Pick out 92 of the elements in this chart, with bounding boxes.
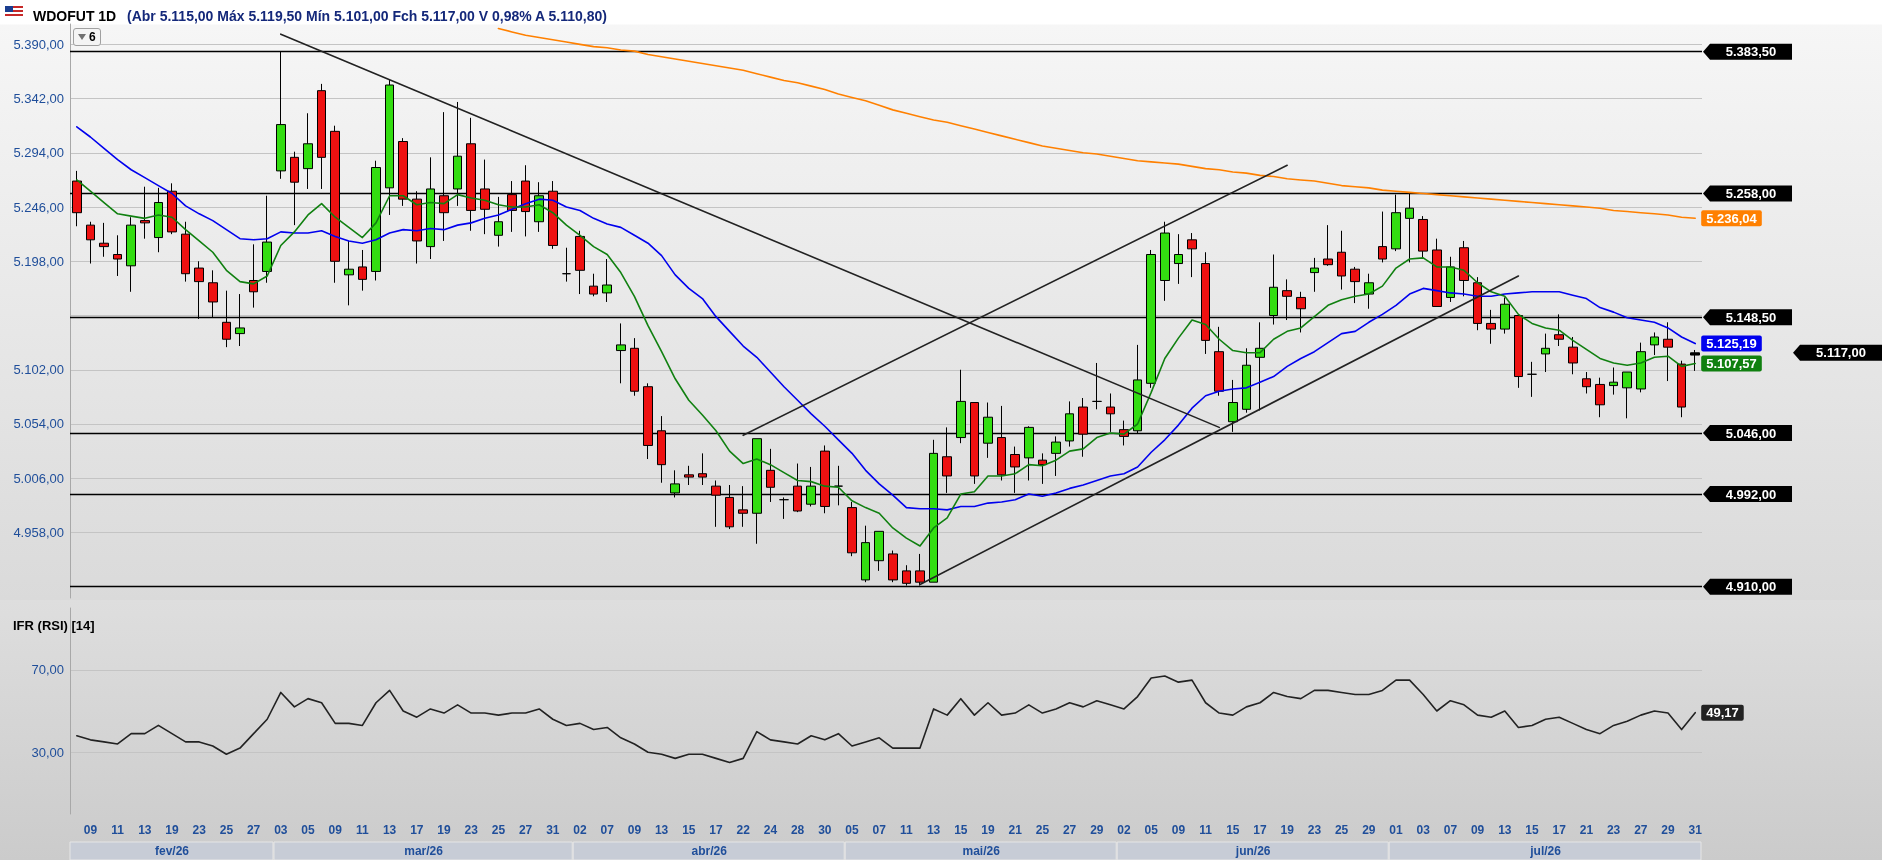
x-tick-label: 09 bbox=[627, 823, 642, 837]
y-tick-label: 5.390,00 bbox=[13, 36, 64, 52]
x-tick-label: 17 bbox=[410, 823, 424, 837]
x-tick-label: 17 bbox=[1552, 823, 1567, 837]
x-tick-label: 17 bbox=[1253, 823, 1267, 837]
x-tick-label: 07 bbox=[600, 823, 615, 837]
y-tick-label: 70,00 bbox=[31, 662, 64, 678]
x-tick-label: 23 bbox=[464, 823, 479, 837]
x-tick-label: 09 bbox=[328, 823, 343, 837]
x-tick-label: 09 bbox=[1470, 823, 1485, 837]
chart-title: WDOFUT 1D bbox=[33, 8, 117, 24]
y-tick-label: 5.198,00 bbox=[13, 253, 64, 269]
x-tick-label: 13 bbox=[1498, 823, 1512, 837]
x-tick-label: 21 bbox=[1008, 823, 1023, 837]
x-tick-label: 31 bbox=[546, 823, 560, 837]
x-tick-label: 23 bbox=[1307, 823, 1322, 837]
y-tick-label: 5.246,00 bbox=[13, 199, 64, 215]
x-tick-label: 22 bbox=[736, 823, 751, 837]
text: fev/26 bbox=[154, 844, 190, 858]
chart-subtitle: (Abr 5.115,00 Máx 5.119,50 Mín 5.101,00 Fch 5.117,00 V 0,98% A 5.110,80) bbox=[127, 8, 607, 24]
x-tick-label: 27 bbox=[246, 823, 261, 837]
x-tick-label: 15 bbox=[682, 823, 696, 837]
x-tick-label: 23 bbox=[1606, 823, 1621, 837]
x-tick-label: 03 bbox=[1416, 823, 1431, 837]
x-tick-label: 25 bbox=[1334, 823, 1349, 837]
x-tick-label: 07 bbox=[1443, 823, 1458, 837]
x-tick-label: 03 bbox=[274, 823, 288, 837]
y-tick-label: 5.006,00 bbox=[13, 470, 64, 486]
x-tick-label: 19 bbox=[437, 823, 451, 837]
y-tick-label: 30,00 bbox=[31, 744, 64, 760]
x-tick-label: 11 bbox=[1199, 823, 1213, 837]
y-tick-label: 5.102,00 bbox=[13, 362, 64, 378]
x-tick-label: 11 bbox=[111, 823, 125, 837]
x-tick-label: 29 bbox=[1661, 823, 1675, 837]
y-tick-label: 4.958,00 bbox=[13, 524, 64, 540]
data-label: 5.107,57 bbox=[1706, 355, 1757, 371]
x-tick-label: 05 bbox=[301, 823, 315, 837]
data-label: 5.236,04 bbox=[1706, 210, 1758, 226]
ref-line-label: 5.258,00 bbox=[1725, 185, 1777, 201]
x-tick-label: 27 bbox=[1062, 823, 1077, 837]
ref-line-label: 5.046,00 bbox=[1725, 425, 1777, 441]
x-tick-label: 15 bbox=[1525, 823, 1539, 837]
x-tick-label: 09 bbox=[1171, 823, 1186, 837]
text: jul/26 bbox=[1529, 844, 1562, 858]
x-tick-label: 24 bbox=[763, 823, 778, 837]
x-tick-label: 30 bbox=[818, 823, 832, 837]
text: abr/26 bbox=[691, 844, 728, 858]
x-tick-label: 01 bbox=[1389, 823, 1403, 837]
x-tick-label: 15 bbox=[954, 823, 968, 837]
x-tick-label: 25 bbox=[491, 823, 506, 837]
ref-line-label: 4.992,00 bbox=[1725, 486, 1777, 502]
ref-line-label: 5.148,50 bbox=[1725, 309, 1777, 325]
x-tick-label: 15 bbox=[1226, 823, 1240, 837]
y-tick-label: 5.294,00 bbox=[13, 145, 64, 161]
text: IFR (RSI) [14] bbox=[13, 618, 95, 633]
ref-line-label: 5.383,50 bbox=[1725, 44, 1777, 60]
x-tick-label: 05 bbox=[1144, 823, 1159, 837]
ref-line-label: 4.910,00 bbox=[1725, 579, 1777, 595]
x-tick-label: 27 bbox=[518, 823, 533, 837]
x-tick-label: 13 bbox=[138, 823, 152, 837]
x-tick-label: 11 bbox=[356, 823, 370, 837]
x-tick-label: 02 bbox=[1117, 823, 1131, 837]
x-tick-label: 13 bbox=[926, 823, 941, 837]
data-label: 5.125,19 bbox=[1706, 336, 1757, 352]
text: jun/26 bbox=[1234, 844, 1271, 858]
text: mai/26 bbox=[962, 844, 1001, 858]
y-tick-label: 5.342,00 bbox=[13, 91, 64, 107]
x-tick-label: 27 bbox=[1634, 823, 1648, 837]
text: 5.117,00 bbox=[1816, 345, 1866, 361]
text: mar/26 bbox=[404, 844, 444, 858]
x-tick-label: 25 bbox=[219, 823, 234, 837]
x-tick-label: 19 bbox=[981, 823, 995, 837]
x-tick-label: 29 bbox=[1090, 823, 1104, 837]
x-tick-label: 02 bbox=[573, 823, 587, 837]
x-tick-label: 11 bbox=[900, 823, 914, 837]
x-tick-label: 23 bbox=[192, 823, 207, 837]
x-tick-label: 25 bbox=[1035, 823, 1050, 837]
x-tick-label: 19 bbox=[1280, 823, 1295, 837]
x-tick-label: 29 bbox=[1362, 823, 1376, 837]
x-tick-label: 19 bbox=[165, 823, 179, 837]
x-tick-label: 09 bbox=[83, 823, 98, 837]
x-tick-label: 07 bbox=[872, 823, 887, 837]
x-tick-label: 05 bbox=[845, 823, 859, 837]
annotation: 6 bbox=[89, 30, 96, 44]
x-tick-label: 28 bbox=[790, 823, 805, 837]
x-tick-label: 17 bbox=[709, 823, 723, 837]
x-tick-label: 21 bbox=[1579, 823, 1594, 837]
data-label: 49,17 bbox=[1706, 705, 1739, 721]
x-tick-label: 13 bbox=[654, 823, 669, 837]
x-tick-label: 13 bbox=[382, 823, 397, 837]
x-tick-label: 31 bbox=[1688, 823, 1703, 837]
y-tick-label: 5.054,00 bbox=[13, 416, 64, 432]
